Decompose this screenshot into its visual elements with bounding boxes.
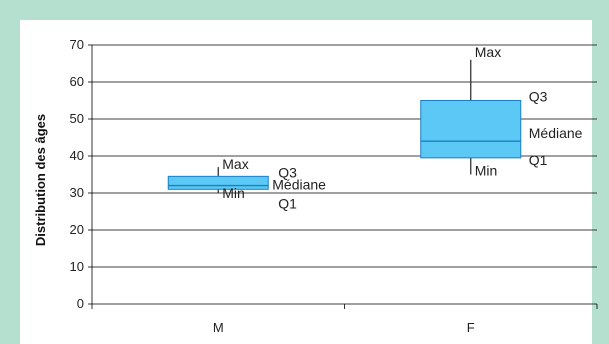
y-tick-label: 50 (70, 111, 84, 126)
stat-label-q1: Q1 (529, 152, 548, 168)
stat-label-min: Min (222, 185, 245, 201)
plot-background (20, 20, 592, 344)
y-tick-label: 20 (70, 222, 84, 237)
stat-label-min: Min (475, 163, 498, 179)
y-tick-labels: 0 10 20 30 40 50 60 70 (70, 37, 84, 311)
box (420, 100, 522, 159)
y-tick-label: 60 (70, 74, 84, 89)
stat-label-q3: Q3 (278, 164, 297, 180)
box (167, 175, 269, 190)
y-axis-label: Distribution des âges (33, 114, 48, 246)
x-category-label: F (467, 320, 475, 335)
x-category-label: M (213, 320, 224, 335)
y-tick-label: 40 (70, 148, 84, 163)
axes (88, 44, 598, 309)
y-tick-label: 10 (70, 259, 84, 274)
y-tick-label: 0 (77, 296, 84, 311)
stat-label-max: Max (222, 156, 248, 172)
gridlines (92, 44, 597, 305)
boxes (167, 59, 522, 193)
stat-label-q1: Q1 (278, 195, 297, 211)
y-tick-label: 70 (70, 37, 84, 52)
stat-label-max: Max (475, 44, 501, 60)
stat-label-median: Médiane (272, 177, 326, 193)
y-tick-label: 30 (70, 185, 84, 200)
stat-label-median: Médiane (529, 125, 583, 141)
stat-label-q3: Q3 (529, 89, 548, 105)
